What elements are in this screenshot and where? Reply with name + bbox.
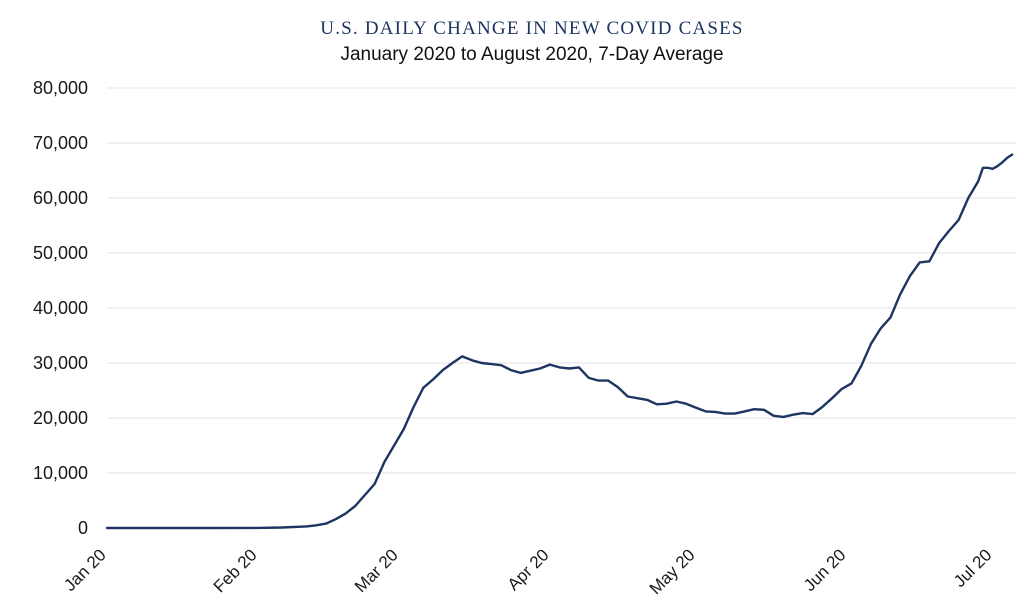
grid-lines <box>107 87 1017 474</box>
y-axis: 0 10,000 20,000 30,000 40,000 50,000 60,000 70,… <box>33 78 88 538</box>
x-tick-label: Jun 20 <box>800 545 850 595</box>
x-axis: Jan 20 Feb 20 Mar 20 Apr 20 May 20 Jun 20 Jul … <box>60 545 995 598</box>
y-tick-label: 70,000 <box>33 133 88 153</box>
y-tick-label: 20,000 <box>33 408 88 428</box>
x-tick-label: Feb 20 <box>210 545 261 596</box>
series-line <box>105 153 1014 530</box>
y-tick-label: 0 <box>78 518 88 538</box>
y-tick-label: 50,000 <box>33 243 88 263</box>
y-tick-label: 80,000 <box>33 78 88 98</box>
y-tick-label: 40,000 <box>33 298 88 318</box>
chart-subtitle: January 2020 to August 2020, 7-Day Avera… <box>340 44 723 65</box>
x-tick-label: Mar 20 <box>351 545 402 596</box>
y-tick-label: 30,000 <box>33 353 88 373</box>
x-tick-label: Jan 20 <box>60 545 110 595</box>
plot-area <box>105 153 1014 530</box>
chart-title: U.S. DAILY CHANGE IN NEW COVID CASES <box>320 18 743 39</box>
y-tick-label: 60,000 <box>33 188 88 208</box>
x-tick-label: Jul 20 <box>950 545 996 591</box>
x-tick-label: Apr 20 <box>504 545 553 594</box>
y-tick-label: 10,000 <box>33 463 88 483</box>
x-tick-label: May 20 <box>646 545 699 598</box>
